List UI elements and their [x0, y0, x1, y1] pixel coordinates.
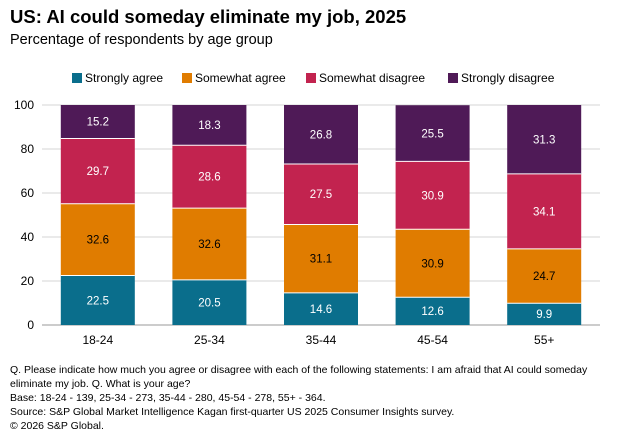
bar-strongly-disagree-35-44 [284, 105, 358, 164]
data-label-somewhat-disagree-25-34: 28.6 [198, 172, 220, 184]
copyright-note: © 2026 S&P Global. [10, 420, 104, 432]
data-label-strongly-disagree-45-54: 25.5 [421, 128, 443, 140]
bar-somewhat-agree-35-44 [284, 224, 358, 293]
source-note: Source: S&P Global Market Intelligence K… [10, 406, 455, 418]
bar-somewhat-disagree-18-24 [60, 138, 135, 204]
legend-label-somewhat-agree: Somewhat agree [195, 71, 286, 85]
legend-label-strongly-disagree: Strongly disagree [461, 71, 555, 85]
data-label-strongly-disagree-18-24: 15.2 [87, 117, 109, 129]
x-tick-label-35-44: 35-44 [306, 333, 337, 347]
survey-base-note: Base: 18-24 - 139, 25-34 - 273, 35-44 - … [10, 392, 326, 404]
bar-strongly-disagree-25-34 [172, 105, 247, 146]
data-label-somewhat-disagree-55+: 34.1 [533, 206, 555, 218]
y-tick-label-60: 60 [21, 186, 35, 200]
bar-strongly-agree-25-34 [172, 279, 247, 325]
survey-question-note: Q. Please indicate how much you agree or… [10, 364, 588, 390]
data-label-strongly-agree-35-44: 14.6 [310, 304, 332, 316]
legend-swatch-somewhat-agree [182, 73, 192, 83]
bar-somewhat-disagree-25-34 [172, 145, 247, 209]
legend-label-somewhat-disagree: Somewhat disagree [319, 71, 425, 85]
chart-notes: Q. Please indicate how much you agree or… [10, 363, 615, 433]
bar-somewhat-agree-55+ [507, 248, 582, 304]
data-label-somewhat-agree-55+: 24.7 [533, 271, 555, 283]
bar-somewhat-agree-45-54 [395, 229, 470, 298]
x-tick-label-45-54: 45-54 [417, 333, 448, 347]
data-label-strongly-disagree-25-34: 18.3 [198, 120, 220, 132]
stacked-bar-chart: Strongly agree Somewhat agree Somewhat dis… [14, 71, 600, 347]
x-tick-label-55+: 55+ [534, 333, 554, 347]
legend-swatch-strongly-agree [72, 73, 82, 83]
bar-strongly-disagree-55+ [507, 105, 582, 174]
chart-title: US: AI could someday eliminate my job, 2… [10, 6, 407, 27]
bar-somewhat-disagree-55+ [507, 173, 582, 249]
data-label-somewhat-disagree-18-24: 29.7 [87, 166, 109, 178]
bar-strongly-agree-35-44 [284, 292, 358, 325]
data-label-somewhat-disagree-35-44: 27.5 [310, 189, 332, 201]
data-label-somewhat-agree-45-54: 30.9 [421, 258, 443, 270]
bar-strongly-agree-55+ [507, 303, 582, 325]
data-label-somewhat-agree-25-34: 32.6 [198, 239, 220, 251]
data-label-somewhat-agree-18-24: 32.6 [87, 235, 109, 247]
x-tick-label-25-34: 25-34 [194, 333, 225, 347]
bar-strongly-disagree-18-24 [60, 105, 135, 139]
chart-subtitle: Percentage of respondents by age group [10, 32, 273, 48]
legend-swatch-strongly-disagree [448, 73, 458, 83]
data-label-strongly-agree-45-54: 12.6 [421, 306, 443, 318]
data-label-somewhat-disagree-45-54: 30.9 [421, 190, 443, 202]
data-label-strongly-disagree-55+: 31.3 [533, 134, 555, 146]
data-label-strongly-disagree-35-44: 26.8 [310, 129, 332, 141]
data-label-strongly-agree-25-34: 20.5 [198, 297, 220, 309]
legend-swatch-somewhat-disagree [306, 73, 316, 83]
bar-somewhat-agree-25-34 [172, 208, 247, 280]
legend-label-strongly-agree: Strongly agree [85, 71, 163, 85]
bar-strongly-disagree-45-54 [395, 105, 470, 162]
y-tick-label-80: 80 [21, 142, 35, 156]
y-tick-label-0: 0 [27, 318, 34, 332]
bar-somewhat-agree-18-24 [60, 203, 135, 276]
data-label-strongly-agree-55+: 9.9 [536, 309, 552, 321]
x-tick-label-18-24: 18-24 [82, 333, 113, 347]
y-tick-label-20: 20 [21, 274, 35, 288]
bar-somewhat-disagree-35-44 [284, 163, 358, 225]
y-tick-label-100: 100 [14, 98, 34, 112]
bar-strongly-agree-18-24 [60, 275, 135, 325]
data-label-somewhat-agree-35-44: 31.1 [310, 254, 332, 266]
y-tick-label-40: 40 [21, 230, 35, 244]
bar-strongly-agree-45-54 [395, 297, 470, 325]
data-label-strongly-agree-18-24: 22.5 [87, 295, 109, 307]
bar-somewhat-disagree-45-54 [395, 161, 470, 230]
